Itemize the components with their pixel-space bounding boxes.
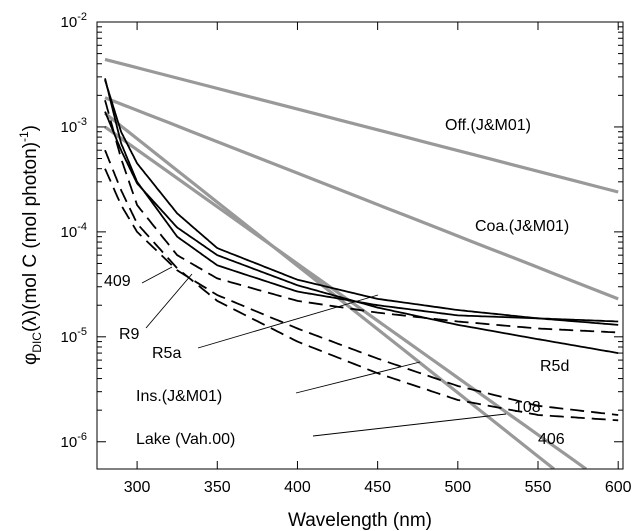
leader-lines — [141, 266, 507, 437]
series-labels: Off.(J&M01) Coa.(J&M01) 409 R9 R5a R5d Ins.(J&… — [104, 117, 569, 448]
y-axis-title-sub: DIC — [30, 332, 44, 353]
y-axis-title-prefix: φ — [20, 353, 41, 365]
x-tick-label: 400 — [284, 479, 311, 496]
y-tick-label: 10-4 — [61, 221, 87, 241]
series-label-108: 108 — [514, 399, 541, 416]
leader-line — [197, 294, 379, 349]
x-tick-label: 500 — [444, 479, 471, 496]
y-axis-title-sup: -1 — [17, 131, 31, 142]
x-tick-label: 450 — [364, 479, 391, 496]
x-axis-title: Wavelength (nm) — [288, 510, 432, 531]
x-tick-label: 300 — [124, 479, 151, 496]
series-label-coa-j-m01: Coa.(J&M01) — [475, 218, 569, 235]
y-axis-title-suffix: ) — [20, 125, 41, 131]
leader-line — [312, 413, 507, 437]
series-line-r9 — [104, 79, 619, 326]
series-label-r9: R9 — [119, 326, 140, 343]
leader-line — [295, 361, 421, 394]
leader-line — [145, 273, 193, 329]
series-label-r5a: R5a — [152, 345, 181, 362]
series-line-r5d — [104, 111, 619, 354]
series-line-r5a — [104, 78, 619, 323]
series-label-ins-j-m01: Ins.(J&M01) — [136, 388, 222, 405]
y-axis-title-mid: (λ)(mol C (mol photon) — [20, 142, 41, 332]
leader-line — [141, 266, 173, 284]
series-label-r5d: R5d — [540, 358, 569, 375]
plot-frame — [96, 21, 624, 470]
series-layer — [104, 57, 619, 469]
series-label-lake-vah-00: Lake (Vah.00) — [136, 431, 235, 448]
series-label-409: 409 — [104, 273, 131, 290]
series-line-off-j-m01 — [104, 57, 619, 194]
y-tick-label: 10-3 — [61, 116, 87, 136]
series-label-off-j-m01: Off.(J&M01) — [445, 117, 531, 134]
series-line-108 — [104, 168, 619, 416]
axis-ticks: 300 350 400 450 500 550 600 10-6 10-5 10-4 10-3 10-… — [61, 11, 632, 496]
y-tick-label: 10-5 — [61, 326, 87, 346]
y-axis-title: φDIC(λ)(mol C (mol photon)-1) — [17, 125, 44, 365]
y-tick-label: 10-2 — [61, 11, 87, 31]
series-line-409 — [104, 99, 619, 334]
series-label-406: 406 — [538, 431, 565, 448]
x-tick-label: 600 — [605, 479, 632, 496]
y-tick-label: 10-6 — [61, 431, 87, 451]
series-line-lake-vah-00 — [104, 112, 555, 469]
x-tick-label: 350 — [204, 479, 231, 496]
series-line-406 — [104, 149, 619, 422]
series-line-coa-j-m01 — [104, 96, 619, 301]
x-tick-label: 550 — [525, 479, 552, 496]
